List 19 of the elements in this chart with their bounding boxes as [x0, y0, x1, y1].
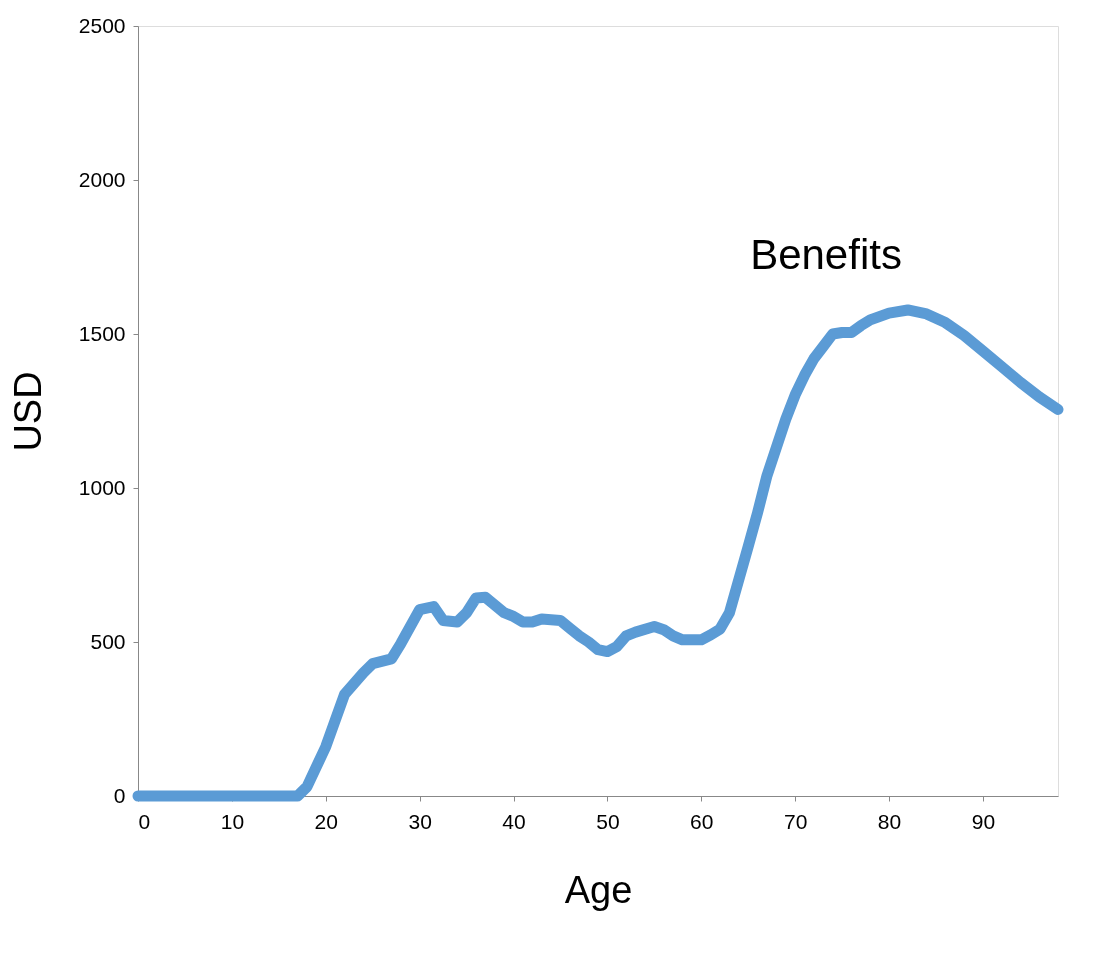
x-tick-label: 30 — [408, 809, 432, 833]
y-axis-title: USD — [6, 371, 49, 452]
y-tick-label: 1000 — [78, 475, 126, 499]
x-tick-label: 0 — [138, 809, 151, 833]
x-axis-title: Age — [564, 868, 633, 911]
y-tick-label: 1500 — [78, 321, 126, 345]
x-tick-label: 60 — [690, 809, 714, 833]
y-tick-label: 2000 — [78, 167, 126, 191]
x-tick-label: 10 — [220, 809, 245, 833]
y-tick-label: 0 — [113, 783, 126, 807]
x-tick-label: 20 — [314, 809, 338, 833]
x-tick-label: 70 — [783, 809, 808, 833]
x-tick-label: 40 — [502, 809, 526, 833]
x-tick-label: 90 — [971, 809, 996, 833]
y-tick-label: 2500 — [78, 13, 126, 37]
x-tick-label: 80 — [877, 809, 902, 833]
x-tick-label: 50 — [596, 809, 620, 833]
annotation: Benefits — [750, 231, 902, 278]
y-tick-label: 500 — [90, 629, 126, 653]
